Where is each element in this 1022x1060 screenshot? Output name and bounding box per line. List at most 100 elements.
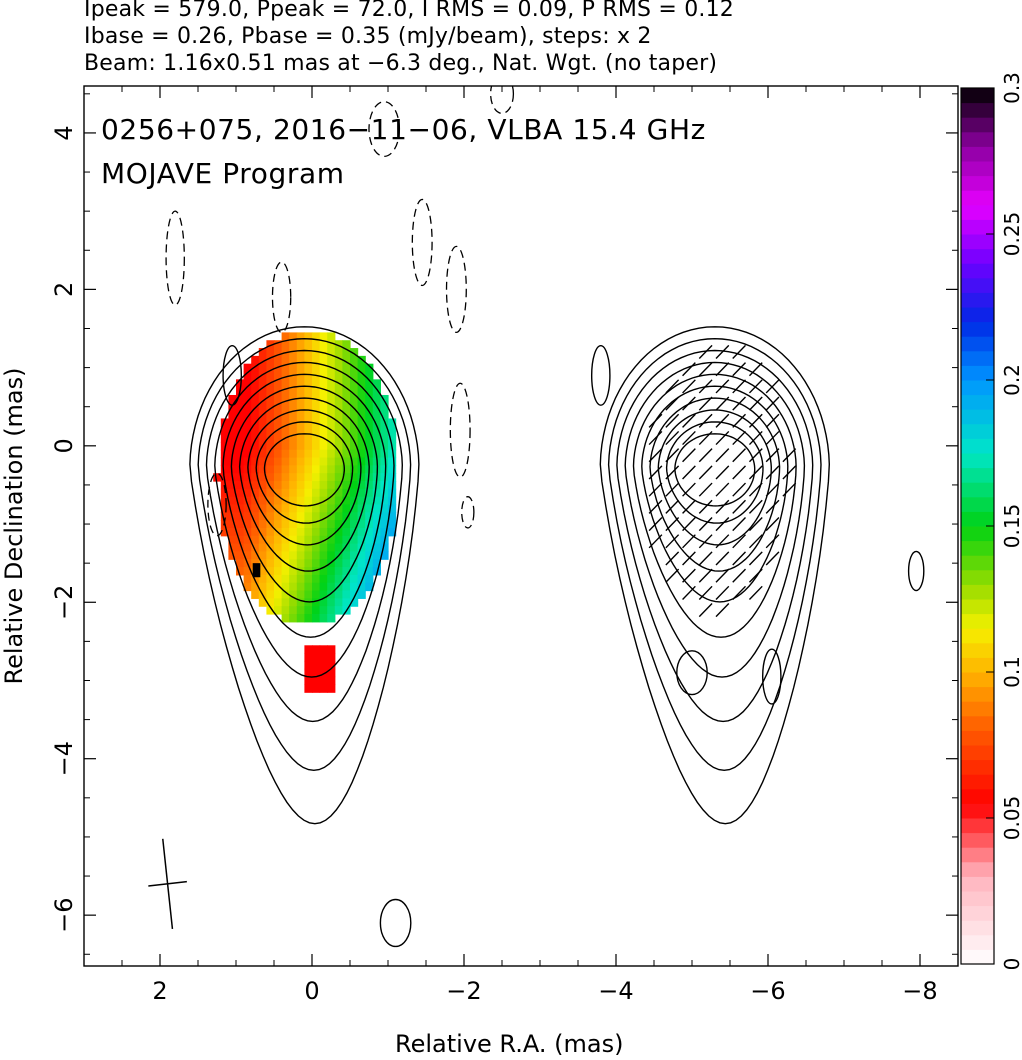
polarization-pixel [228,551,237,560]
polarization-pixel [228,410,237,420]
polarization-pixel [350,473,359,482]
polarization-pixel [258,371,267,380]
polarization-pixel [319,449,328,459]
polarization-pixel [274,394,283,404]
evpa-vector [648,448,663,463]
polarization-pixel [258,598,267,607]
polarization-pixel [266,606,275,615]
polarization-pixel [266,504,275,513]
colorbar-segment [961,745,994,761]
polarization-pixel [319,465,328,474]
polarization-pixel [357,543,366,553]
polarization-pixel [319,520,328,529]
polarization-pixel [289,348,298,357]
polarization-pixel [350,551,359,560]
evpa-vector [682,499,696,514]
evpa-vector [665,534,680,549]
polarization-pixel [266,363,275,373]
evpa-vector [715,516,730,532]
x-tick-label: −6 [750,977,785,1005]
polarization-pixel [327,418,336,427]
polarization-pixel [251,434,260,443]
polarization-pixel [213,473,222,482]
polarization-pixel [388,457,397,466]
polarization-pixel [334,410,343,420]
polarization-pixel [251,574,260,584]
evpa-vector [715,482,730,497]
polarization-pixel [319,504,328,513]
evpa-vector [765,534,780,549]
polarization-pixel [243,418,252,427]
polarization-pixel [258,481,267,490]
polarization-pixel [251,582,260,592]
polarization-pixel [281,606,290,615]
polarization-pixel [357,590,366,599]
polarization-pixel [266,496,275,506]
evpa-vector [748,465,763,480]
colorbar-segment [961,759,994,775]
evpa-vector [748,448,763,463]
polarization-pixel [228,465,237,474]
polarization-pixel [296,614,305,623]
polarization-pixel [251,504,260,513]
evpa-vector [732,448,747,463]
polarization-pixel [281,457,290,466]
polarization-pixel [365,410,374,420]
evpa-vector [765,379,780,394]
colorbar-segment [961,146,994,162]
polarization-pixel [304,394,313,404]
polarization-pixel [380,527,389,537]
evpa-vector [665,551,680,566]
polarization-pixel [228,543,237,553]
evpa-vector [682,551,696,566]
polarization-pixel [274,504,283,513]
polarization-pixel [296,363,305,373]
polarization-pixel [266,410,275,420]
polarization-pixel [342,394,351,404]
polarization-pixel [357,371,366,380]
polarization-pixel [304,574,313,584]
polarization-pixel [251,457,260,466]
polarization-pixel [296,473,305,482]
polarization-pixel [243,567,252,576]
polarization-pixel [274,340,283,349]
polarization-pixel [372,504,381,513]
polarization-pixel [296,574,305,584]
evpa-vector [665,465,680,480]
polarization-pixel [312,504,321,513]
colorbar-segment [961,949,994,965]
evpa-vector [765,448,780,463]
polarization-pixel [251,441,260,451]
polarization-pixel [342,598,351,607]
polarization-pixel [296,512,305,521]
polarization-pixel [274,551,283,560]
polarization-pixel [266,394,275,404]
evpa-vector [682,430,696,446]
colorbar-segment [961,336,994,352]
polarization-pixel [296,481,305,490]
polarization-pixel [236,449,245,459]
colorbar-segment [961,861,994,877]
polarization-pixel [334,434,343,443]
polarization-pixel [251,590,260,599]
polarization-pixel [312,535,321,545]
polarization-pixel [258,363,267,373]
polarization-pixel [296,551,305,560]
polarization-pixel [372,387,381,396]
polarization-pixel [334,441,343,451]
polarization-pixel [350,426,359,435]
polarization-pixel [274,449,283,459]
evpa-vector [765,396,780,411]
colorbar-tick-label: 0.05 [1000,796,1022,841]
polarization-pixel [274,512,283,521]
evpa-vector [765,413,780,428]
polarization-pixel [319,473,328,482]
polarization-pixel [296,567,305,576]
polarization-pixel [372,496,381,506]
polarization-pixel [327,551,336,560]
polarization-pixel [312,606,321,615]
polarization-pixel [281,614,290,623]
polarization-pixel [296,355,305,365]
negative-contour [489,86,515,115]
polarization-pixel [258,402,267,412]
